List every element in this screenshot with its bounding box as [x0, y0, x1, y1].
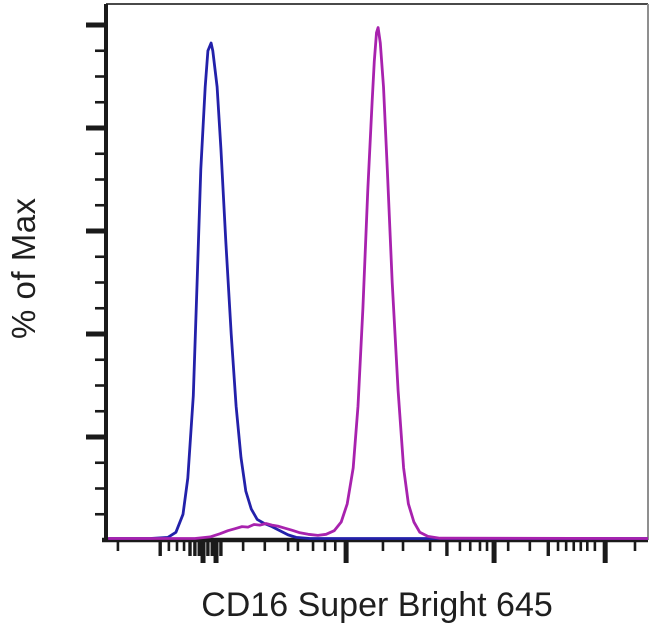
histogram-curve-blue-negative-population — [108, 41, 648, 540]
histogram-curve-magenta-positive-population — [108, 26, 649, 540]
x-axis-label: CD16 Super Bright 645 — [201, 585, 553, 624]
y-axis-label: % of Max — [5, 197, 42, 339]
